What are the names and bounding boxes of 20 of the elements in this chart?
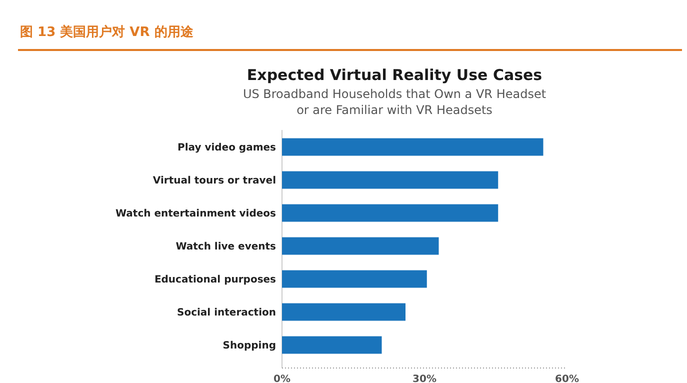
y-tick-label: Shopping (222, 340, 276, 352)
bar (282, 138, 544, 156)
bar (282, 237, 439, 255)
x-tick-label: 30% (412, 374, 436, 383)
caption: 图 13 美国用户对 VR 的用途 (20, 24, 194, 40)
bar (282, 270, 427, 288)
bar (282, 303, 406, 321)
y-tick-label: Play video games (178, 142, 276, 154)
y-tick-label: Educational purposes (154, 274, 276, 286)
bar (282, 204, 498, 222)
x-tick-label: 0% (274, 374, 290, 383)
chart-subtitle: US Broadband Households that Own a VR Headset or are Familiar with VR Headsets (242, 87, 546, 117)
x-tick-label: 60% (555, 374, 579, 383)
y-tick-label: Social interaction (177, 308, 276, 319)
y-tick-label: Virtual tours or travel (152, 175, 276, 186)
bar (282, 336, 382, 354)
y-tick-label: Watch live events (176, 242, 276, 252)
bar (282, 171, 498, 189)
y-tick-label: Watch entertainment videos (116, 208, 276, 220)
chart-title: Expected Virtual Reality Use Cases (246, 66, 542, 84)
